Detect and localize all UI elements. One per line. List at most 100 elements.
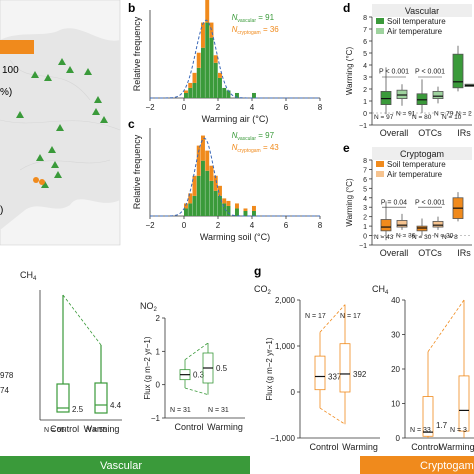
y-tick-label: 0 xyxy=(156,381,161,390)
map-legend-value: 100 xyxy=(2,65,19,76)
legend-air-label: Air temperature xyxy=(387,27,443,36)
n-label: N = 91 xyxy=(396,110,416,117)
site-circle-1 xyxy=(33,177,39,183)
site-triangle-11 xyxy=(51,161,59,168)
box-4-box xyxy=(452,53,464,89)
bar-cryptogam xyxy=(192,175,197,196)
x-tick-label: 6 xyxy=(284,221,289,230)
x-category-label: Warming xyxy=(439,442,474,452)
map-legend-swatch xyxy=(0,40,34,54)
n-label: N = 30 xyxy=(434,232,454,239)
link-upper xyxy=(427,299,465,352)
box-1-box xyxy=(396,89,408,99)
bar-vascular xyxy=(222,87,227,98)
y-tick-label: 5 xyxy=(363,186,367,193)
bar-vascular xyxy=(205,22,210,99)
site-triangle-14 xyxy=(48,146,56,153)
y-tick-label: 2 xyxy=(156,314,161,323)
y-tick-label: 8 xyxy=(363,15,367,22)
legend-soil-label: Soil temperature xyxy=(387,17,446,26)
y-tick-label: 0 xyxy=(363,234,367,241)
bar-vascular xyxy=(184,208,188,216)
box-3-box xyxy=(432,91,444,100)
x-tick-label: 2 xyxy=(216,221,221,230)
y-tick-label: 2,000 xyxy=(275,296,296,305)
title-strip xyxy=(372,4,472,17)
ch4c-box-1-box xyxy=(458,375,470,432)
bar-vascular xyxy=(235,208,239,216)
flux-title-co2: CO2 xyxy=(254,284,272,296)
bar-vascular xyxy=(218,195,222,216)
x-category-label: Control xyxy=(411,442,440,452)
bar-vascular xyxy=(201,47,205,98)
bar-cryptogam xyxy=(235,203,239,209)
link-upper xyxy=(319,304,346,333)
box-3-box xyxy=(432,220,444,228)
bar-vascular xyxy=(235,92,239,98)
site-triangle-2 xyxy=(58,58,66,65)
side-label-2: 74 xyxy=(0,386,9,395)
y-tick-label: 0 xyxy=(396,434,401,443)
y-tick-label: 5 xyxy=(363,51,367,58)
panel-label-c: c xyxy=(128,117,135,131)
y-tick-label: 10 xyxy=(391,400,400,409)
bar-vascular xyxy=(213,62,218,98)
median-label-warming: 4.4 xyxy=(110,401,122,410)
bar-vascular xyxy=(188,203,193,216)
n-value: = 43 xyxy=(261,143,280,152)
p-value-label: P < 0.001 xyxy=(415,68,445,75)
bar-vascular xyxy=(184,92,188,98)
cryptogam-bar xyxy=(360,456,474,474)
n-label: N = 30 xyxy=(412,234,432,241)
x-tick-label: 0 xyxy=(182,221,187,230)
flux-title-ch4-cryptogam: CH4 xyxy=(372,284,389,296)
x-tick-label: −2 xyxy=(145,221,155,230)
bar-vascular xyxy=(226,90,231,98)
vascular-bar xyxy=(0,456,250,474)
n-symbol: N xyxy=(232,131,238,140)
n-cryptogam-label: Ncryptogam = 36 xyxy=(232,25,280,36)
bar-vascular xyxy=(252,92,256,98)
n-value: = 91 xyxy=(256,13,275,22)
x-category-label: OTCs xyxy=(418,128,442,138)
bar-cryptogam xyxy=(196,145,201,176)
x-tick-label: 0 xyxy=(182,103,187,112)
bar-cryptogam xyxy=(209,165,214,181)
legend-swatch-soil xyxy=(376,18,384,24)
x-category-label: Control xyxy=(174,422,203,432)
bar-cryptogam xyxy=(192,72,197,83)
y-tick-label: 7 xyxy=(363,167,367,174)
p-value-label: P = 0.04 xyxy=(381,199,407,206)
n-sub: vascular xyxy=(237,136,256,142)
x-tick-label: 2 xyxy=(216,103,221,112)
vascular-bar-label: Vascular xyxy=(100,460,142,472)
n-label: N = 8 xyxy=(442,234,458,241)
n-label: N = 2 xyxy=(456,110,472,117)
median-label: 337 xyxy=(328,372,342,381)
p-value-label: P < 0.001 xyxy=(415,199,445,206)
y-tick-label: 0 xyxy=(291,388,296,397)
x-category-label: OTCs xyxy=(418,248,442,258)
title-main: CO xyxy=(254,284,268,294)
legend-soil-label: Soil temperature xyxy=(387,160,446,169)
x-category-label: IRs xyxy=(457,128,471,138)
flux-ch4-vascular: Control Warming 2.5 4.4 N = 55 N = 55 xyxy=(39,290,122,434)
x-category-label: Warming xyxy=(342,442,378,452)
y-tick-label: 3 xyxy=(363,75,367,82)
x-category-label: Overall xyxy=(380,128,409,138)
x-tick-label: 8 xyxy=(318,221,323,230)
n-symbol: N xyxy=(232,143,238,152)
x-axis-label: Warming air (°C) xyxy=(202,114,269,124)
n-label: N = 79 xyxy=(434,110,454,117)
site-triangle-4 xyxy=(84,68,92,75)
bar-vascular xyxy=(222,203,227,216)
n-vascular-label: Nvascular = 97 xyxy=(232,131,275,142)
y-axis-label: Warming (°C) xyxy=(345,47,354,96)
y-tick-label: 7 xyxy=(363,27,367,34)
n-label-warming: N = 3 xyxy=(450,427,467,434)
panel-label-d: d xyxy=(343,1,350,15)
n-value: = 97 xyxy=(256,131,275,140)
bar-vascular xyxy=(209,37,214,98)
